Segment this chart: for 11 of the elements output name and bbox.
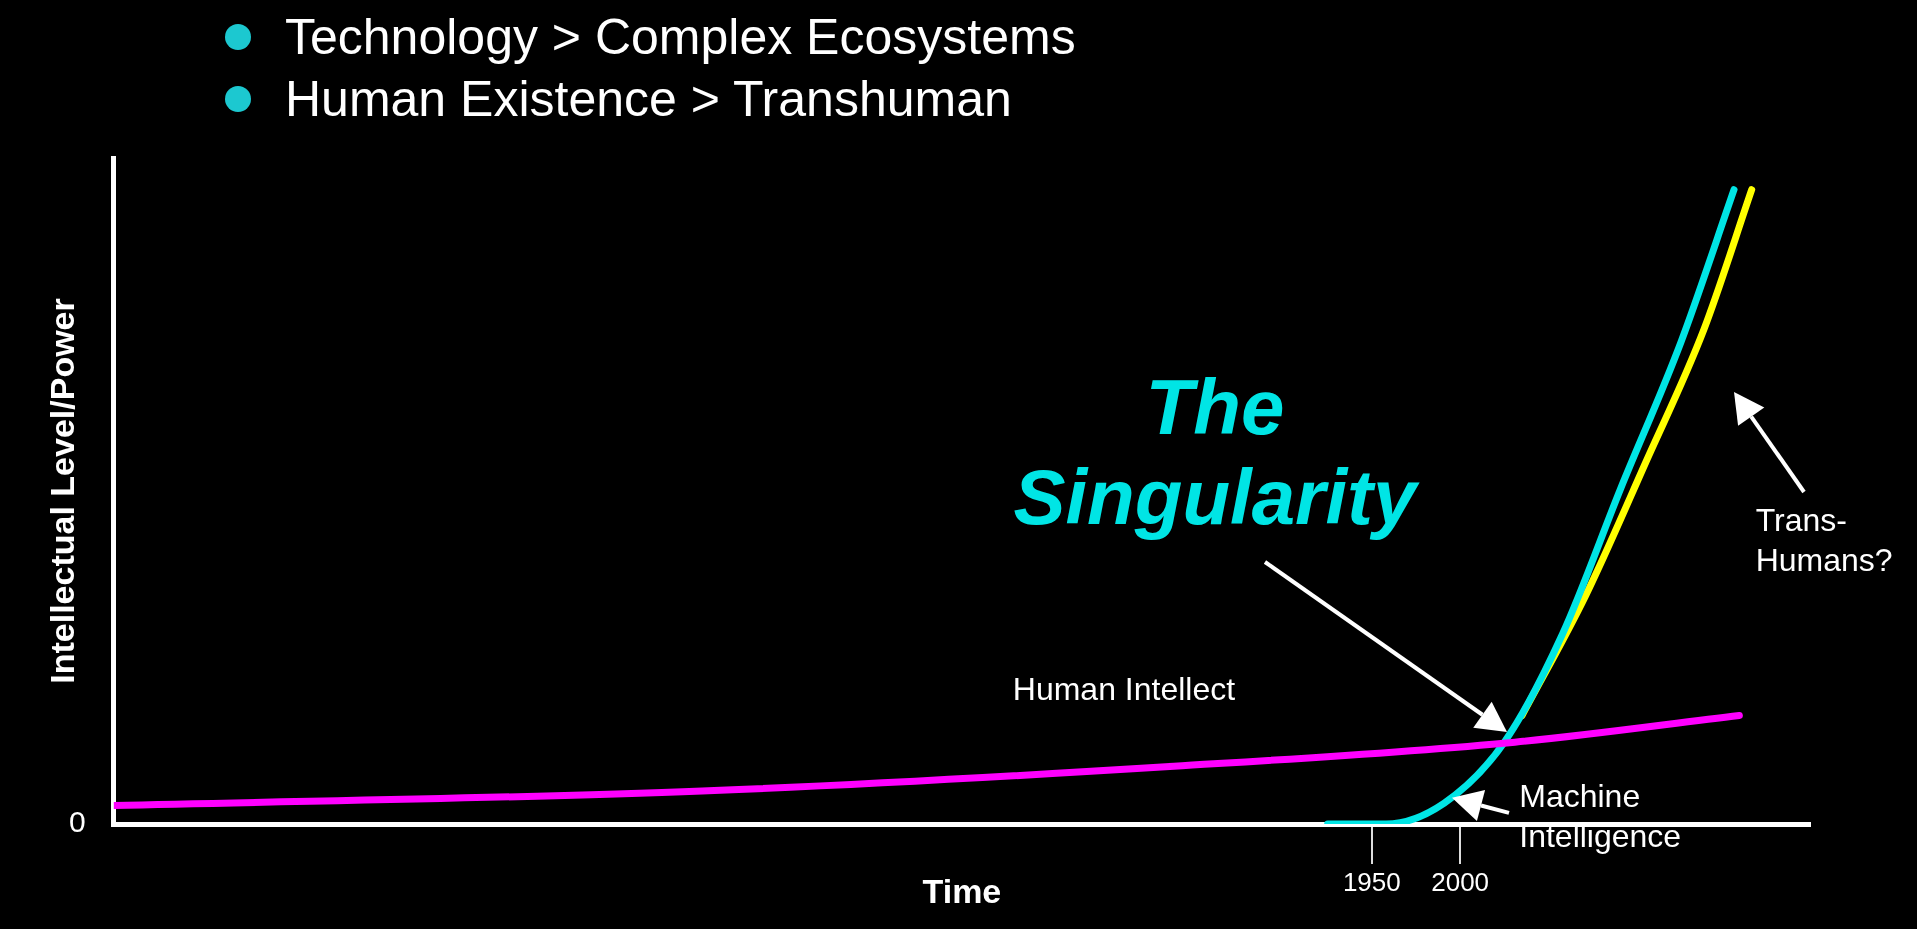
x-tick-label: 2000 <box>1431 866 1490 897</box>
x-tick-label: 1950 <box>1342 866 1401 897</box>
x-axis-title: Time <box>922 871 1002 910</box>
series-label: Machine Intelligence <box>1519 777 1682 854</box>
chart-title: Technology > Complex Ecosystems <box>285 8 1076 67</box>
annotation: The Singularity <box>1013 362 1421 541</box>
series-label: Human Intellect <box>1012 671 1236 708</box>
text: 0 <box>69 805 86 839</box>
y-axis-title: Intellectual Level/Power <box>42 298 81 684</box>
chart-subtitle: Human Existence > Transhuman <box>285 70 1012 129</box>
text: Trans-Humans? <box>1755 502 1893 579</box>
